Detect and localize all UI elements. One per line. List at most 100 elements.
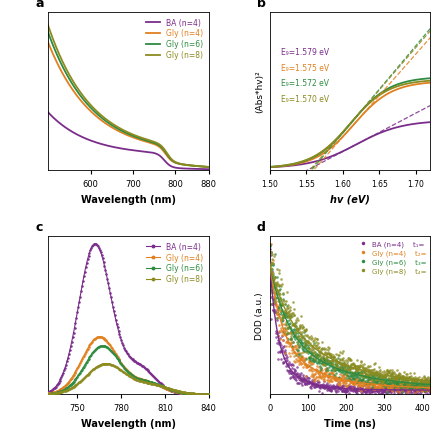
Point [371,374,378,381]
Point [403,380,410,387]
Point [385,367,392,374]
Point [336,380,343,387]
Point [268,257,276,264]
Text: E₉=1.575 eV: E₉=1.575 eV [280,64,328,73]
Point [394,374,401,381]
Point [275,339,282,346]
Point [269,274,276,281]
Point [285,350,292,357]
Point [330,371,337,378]
Point [290,333,297,340]
Point [343,388,350,395]
Point [414,383,421,390]
Point [351,385,358,392]
Point [275,341,282,348]
Point [333,366,340,373]
Point [413,387,420,394]
Text: E₉=1.579 eV: E₉=1.579 eV [280,48,328,57]
Point [285,310,292,317]
Point [394,378,401,385]
Point [278,333,285,340]
Point [297,377,304,384]
Point [311,356,318,363]
Point [355,380,362,387]
Point [339,368,346,375]
Point [409,384,416,391]
Point [304,345,311,352]
Point [377,377,384,384]
Point [314,357,321,364]
Point [291,343,298,350]
Point [383,381,390,388]
Point [315,372,322,379]
Point [347,379,354,386]
Point [305,367,312,374]
Point [397,376,404,383]
Point [281,300,288,307]
Point [387,378,394,385]
Point [307,348,314,355]
Point [417,380,424,387]
Point [381,389,388,396]
Point [308,380,315,387]
Point [348,377,355,384]
Point [301,360,308,367]
Point [424,383,431,390]
Point [280,298,287,305]
Point [339,348,346,355]
Point [290,336,297,343]
Point [277,283,284,290]
Point [317,382,324,389]
Point [407,379,414,386]
Point [270,251,277,258]
Point [394,380,401,387]
Point [383,380,390,387]
Point [274,304,281,311]
Point [279,343,286,350]
Point [387,378,394,385]
Point [344,366,351,373]
Point [326,358,333,365]
Point [396,385,403,392]
Point [349,360,356,367]
Point [309,380,316,387]
Point [400,385,407,392]
Point [271,297,278,304]
Legend: BA (n=4), Gly (n=4), Gly (n=6), Gly (n=8): BA (n=4), Gly (n=4), Gly (n=6), Gly (n=8… [145,17,205,62]
Point [404,381,411,388]
Point [292,332,299,339]
Point [382,369,389,376]
Point [278,317,285,324]
Point [323,354,330,361]
Point [282,319,289,326]
Point [274,356,281,363]
Point [420,376,427,383]
Point [367,381,374,388]
Point [399,382,406,389]
Point [401,383,408,390]
Point [360,361,367,368]
Point [385,375,392,382]
Point [333,358,340,365]
Point [304,377,311,384]
Point [412,390,419,397]
Point [366,381,373,388]
Point [338,376,345,383]
Point [400,384,407,391]
Point [398,384,405,391]
Point [325,379,332,386]
Point [403,381,410,388]
Point [386,379,393,386]
Point [424,385,431,392]
Point [276,301,283,308]
Point [318,360,325,367]
Point [357,387,364,394]
Point [369,379,376,386]
Point [285,343,292,350]
Point [290,321,297,328]
Point [327,370,334,377]
Point [336,374,343,381]
Point [325,386,332,393]
Point [304,339,311,346]
Point [287,370,294,377]
